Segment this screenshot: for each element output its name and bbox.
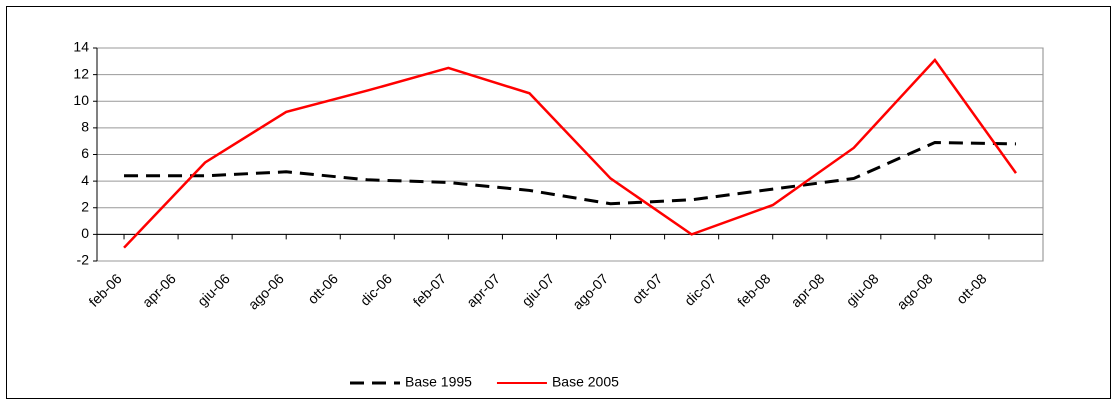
y-tick-label: 4	[81, 172, 89, 188]
legend-label: Base 2005	[552, 374, 619, 390]
y-tick-label: 0	[81, 225, 89, 241]
legend-label: Base 1995	[405, 374, 472, 390]
y-tick-label: 2	[81, 198, 89, 214]
y-tick-label: -2	[77, 252, 90, 268]
y-tick-label: 6	[81, 145, 89, 161]
y-tick-label: 8	[81, 119, 89, 135]
y-tick-label: 12	[73, 65, 89, 81]
series-line	[123, 58, 1017, 249]
y-tick-label: 10	[73, 92, 89, 108]
y-tick-label: 14	[73, 39, 89, 55]
series-line	[124, 141, 1016, 206]
